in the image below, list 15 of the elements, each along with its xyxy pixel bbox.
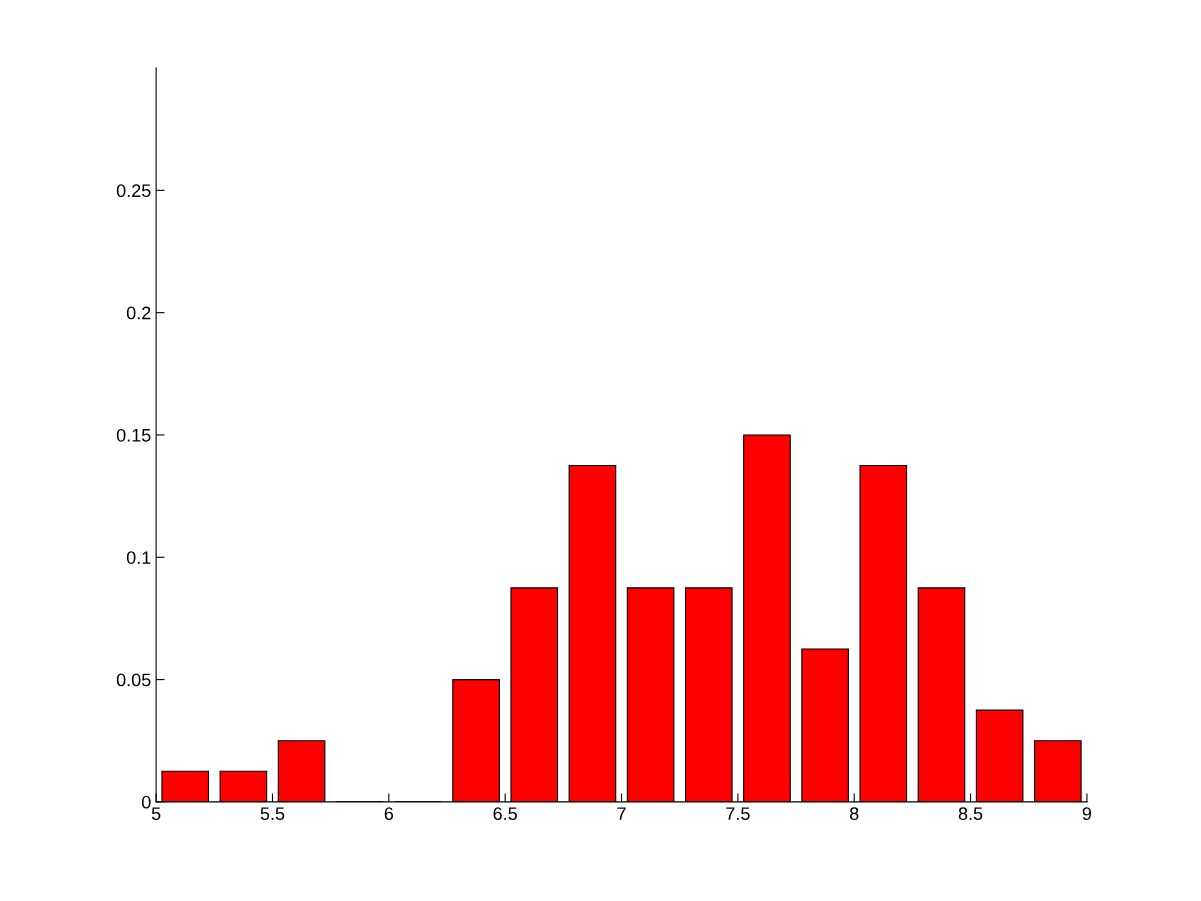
x-tick-label: 7 [617,807,626,820]
x-tick-label: 6.5 [493,807,517,821]
x-tick-label: 8 [849,807,859,821]
y-tick-label: 0.25 [116,184,151,198]
x-tick-label: 9 [1082,807,1092,821]
x-tick-label: 7.5 [726,807,750,821]
x-tick-label: 8.5 [958,807,983,821]
y-tick-label: 0.2 [126,306,151,320]
y-tick-label: 0.05 [116,673,151,687]
x-tick-label: 5.5 [260,807,285,821]
x-tick-label: 5 [151,807,161,821]
y-tick-label: 0.1 [126,551,151,564]
y-tick-label: 0 [141,795,151,809]
y-tick-label: 0.15 [116,428,151,442]
x-tick-label: 6 [384,807,394,821]
